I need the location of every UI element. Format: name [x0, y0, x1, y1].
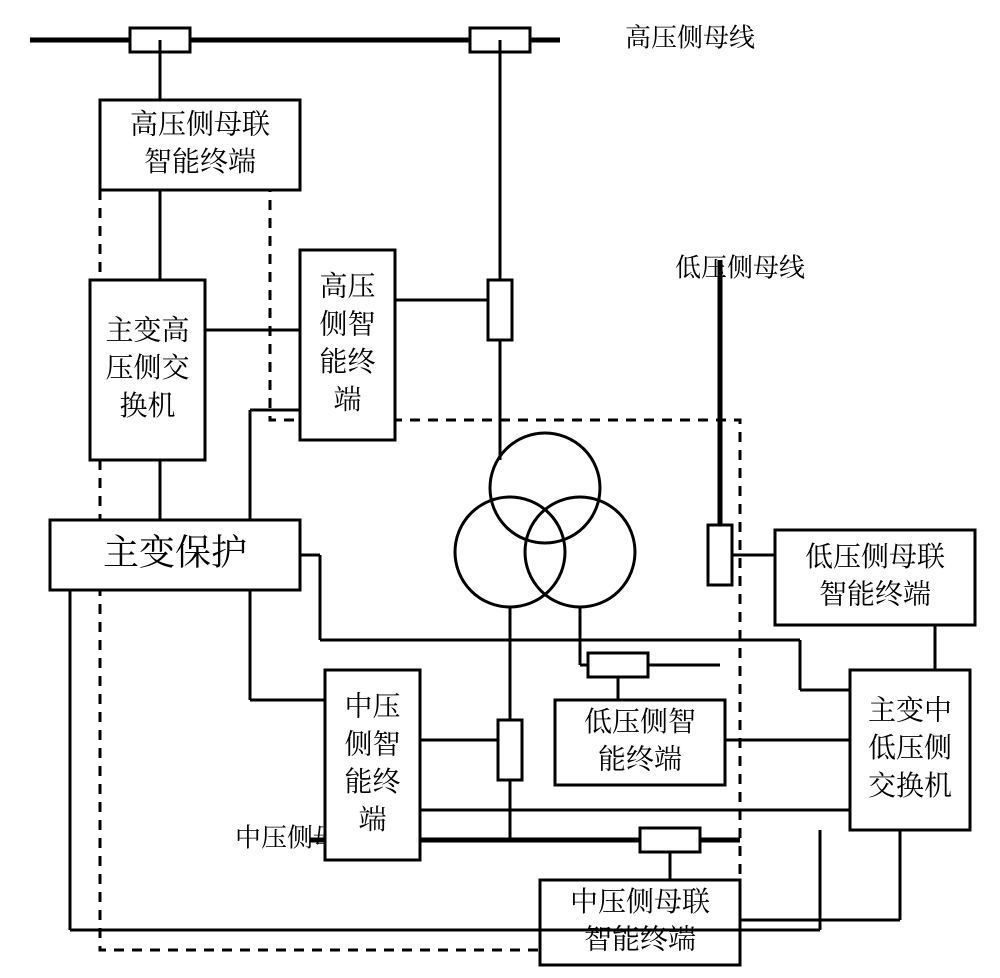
transformer-winding — [490, 433, 600, 543]
svg-text:低压侧母联: 低压侧母联 — [805, 535, 945, 575]
bus-hv-label: 高压侧母线 — [625, 18, 755, 55]
breaker-symbol — [588, 653, 648, 677]
svg-text:低压侧: 低压侧 — [868, 726, 952, 766]
svg-text:能终: 能终 — [344, 760, 400, 800]
svg-text:主变高: 主变高 — [105, 308, 189, 348]
svg-text:智能终端: 智能终端 — [584, 918, 696, 958]
svg-text:主变中: 主变中 — [868, 688, 952, 728]
transformer-winding — [525, 497, 635, 607]
svg-text:交换机: 交换机 — [868, 764, 952, 804]
svg-text:压侧交: 压侧交 — [105, 346, 189, 386]
transformer-winding — [455, 497, 565, 607]
svg-text:主变保护: 主变保护 — [103, 524, 247, 575]
bus-lv-label: 低压侧母线 — [675, 248, 805, 285]
svg-text:能终: 能终 — [319, 340, 375, 380]
svg-text:智能终端: 智能终端 — [819, 573, 931, 613]
breaker-symbol — [488, 280, 512, 340]
svg-text:智能终端: 智能终端 — [144, 140, 256, 180]
svg-text:中压侧母联: 中压侧母联 — [570, 880, 710, 920]
svg-text:中压: 中压 — [344, 685, 400, 725]
svg-text:高压侧母联: 高压侧母联 — [130, 102, 270, 142]
svg-text:侧智: 侧智 — [319, 302, 375, 342]
breaker-symbol — [708, 525, 732, 585]
svg-text:端: 端 — [333, 378, 361, 418]
svg-text:侧智: 侧智 — [344, 722, 400, 762]
svg-text:高压: 高压 — [319, 265, 375, 305]
svg-text:端: 端 — [358, 798, 386, 838]
svg-text:能终端: 能终端 — [598, 738, 682, 778]
svg-text:换机: 换机 — [119, 384, 175, 424]
breaker-symbol — [640, 828, 700, 852]
svg-text:低压侧智: 低压侧智 — [584, 700, 696, 740]
breaker-symbol — [498, 720, 522, 780]
